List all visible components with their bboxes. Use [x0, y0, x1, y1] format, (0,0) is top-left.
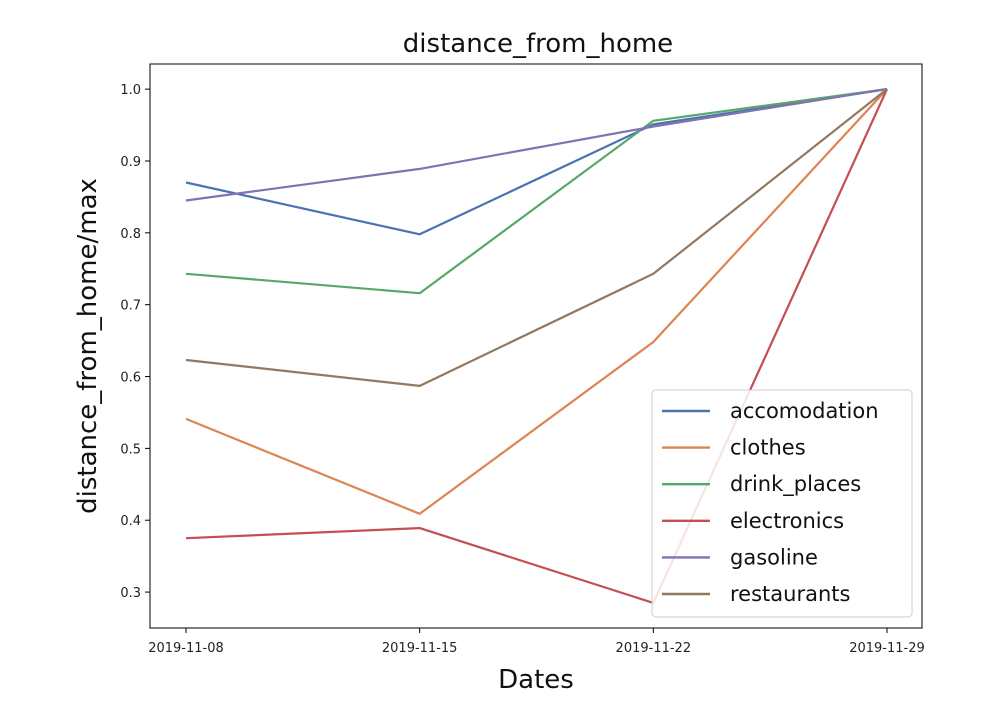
legend-box [651, 389, 913, 618]
x-tick-label: 2019-11-08 [148, 641, 224, 656]
legend-label: accomodation [730, 399, 879, 423]
legend-label: electronics [730, 509, 844, 533]
x-tick-label: 2019-11-15 [382, 641, 458, 656]
y-tick-label: 0.9 [120, 155, 141, 170]
series-line-gasoline [185, 88, 888, 202]
y-tick-label: 0.6 [120, 371, 141, 386]
y-tick-label: 0.8 [120, 227, 141, 242]
y-tick-label: 1.0 [120, 83, 141, 98]
y-tick-label: 0.3 [120, 586, 141, 601]
series-line-electronics [185, 88, 889, 605]
legend-label: clothes [730, 436, 806, 460]
legend-label: gasoline [730, 545, 818, 569]
legend: accomodation clothes drink_places electroni… [651, 389, 913, 618]
x-axis-title: Dates [498, 665, 574, 695]
legend-label: restaurants [730, 582, 850, 606]
x-tick-label: 2019-11-29 [849, 641, 925, 656]
y-axis-title: distance_from_home/max [73, 178, 103, 514]
series-line-restaurants [185, 88, 888, 387]
legend-label: drink_places [730, 472, 861, 497]
series-line-clothes [185, 88, 888, 515]
series-lines [185, 88, 889, 605]
y-tick-label: 0.7 [120, 299, 141, 314]
y-tick-label: 0.5 [120, 442, 141, 457]
series-line-drink-places [185, 88, 888, 295]
chart-title: distance_from_home [403, 29, 673, 59]
x-axis: 2019-11-08 2019-11-15 2019-11-22 2019-11-29 [148, 628, 925, 656]
x-tick-label: 2019-11-22 [616, 641, 692, 656]
y-axis: 0.3 0.4 0.5 0.6 0.7 0.8 0.9 1.0 [120, 83, 150, 601]
y-tick-label: 0.4 [120, 514, 141, 529]
